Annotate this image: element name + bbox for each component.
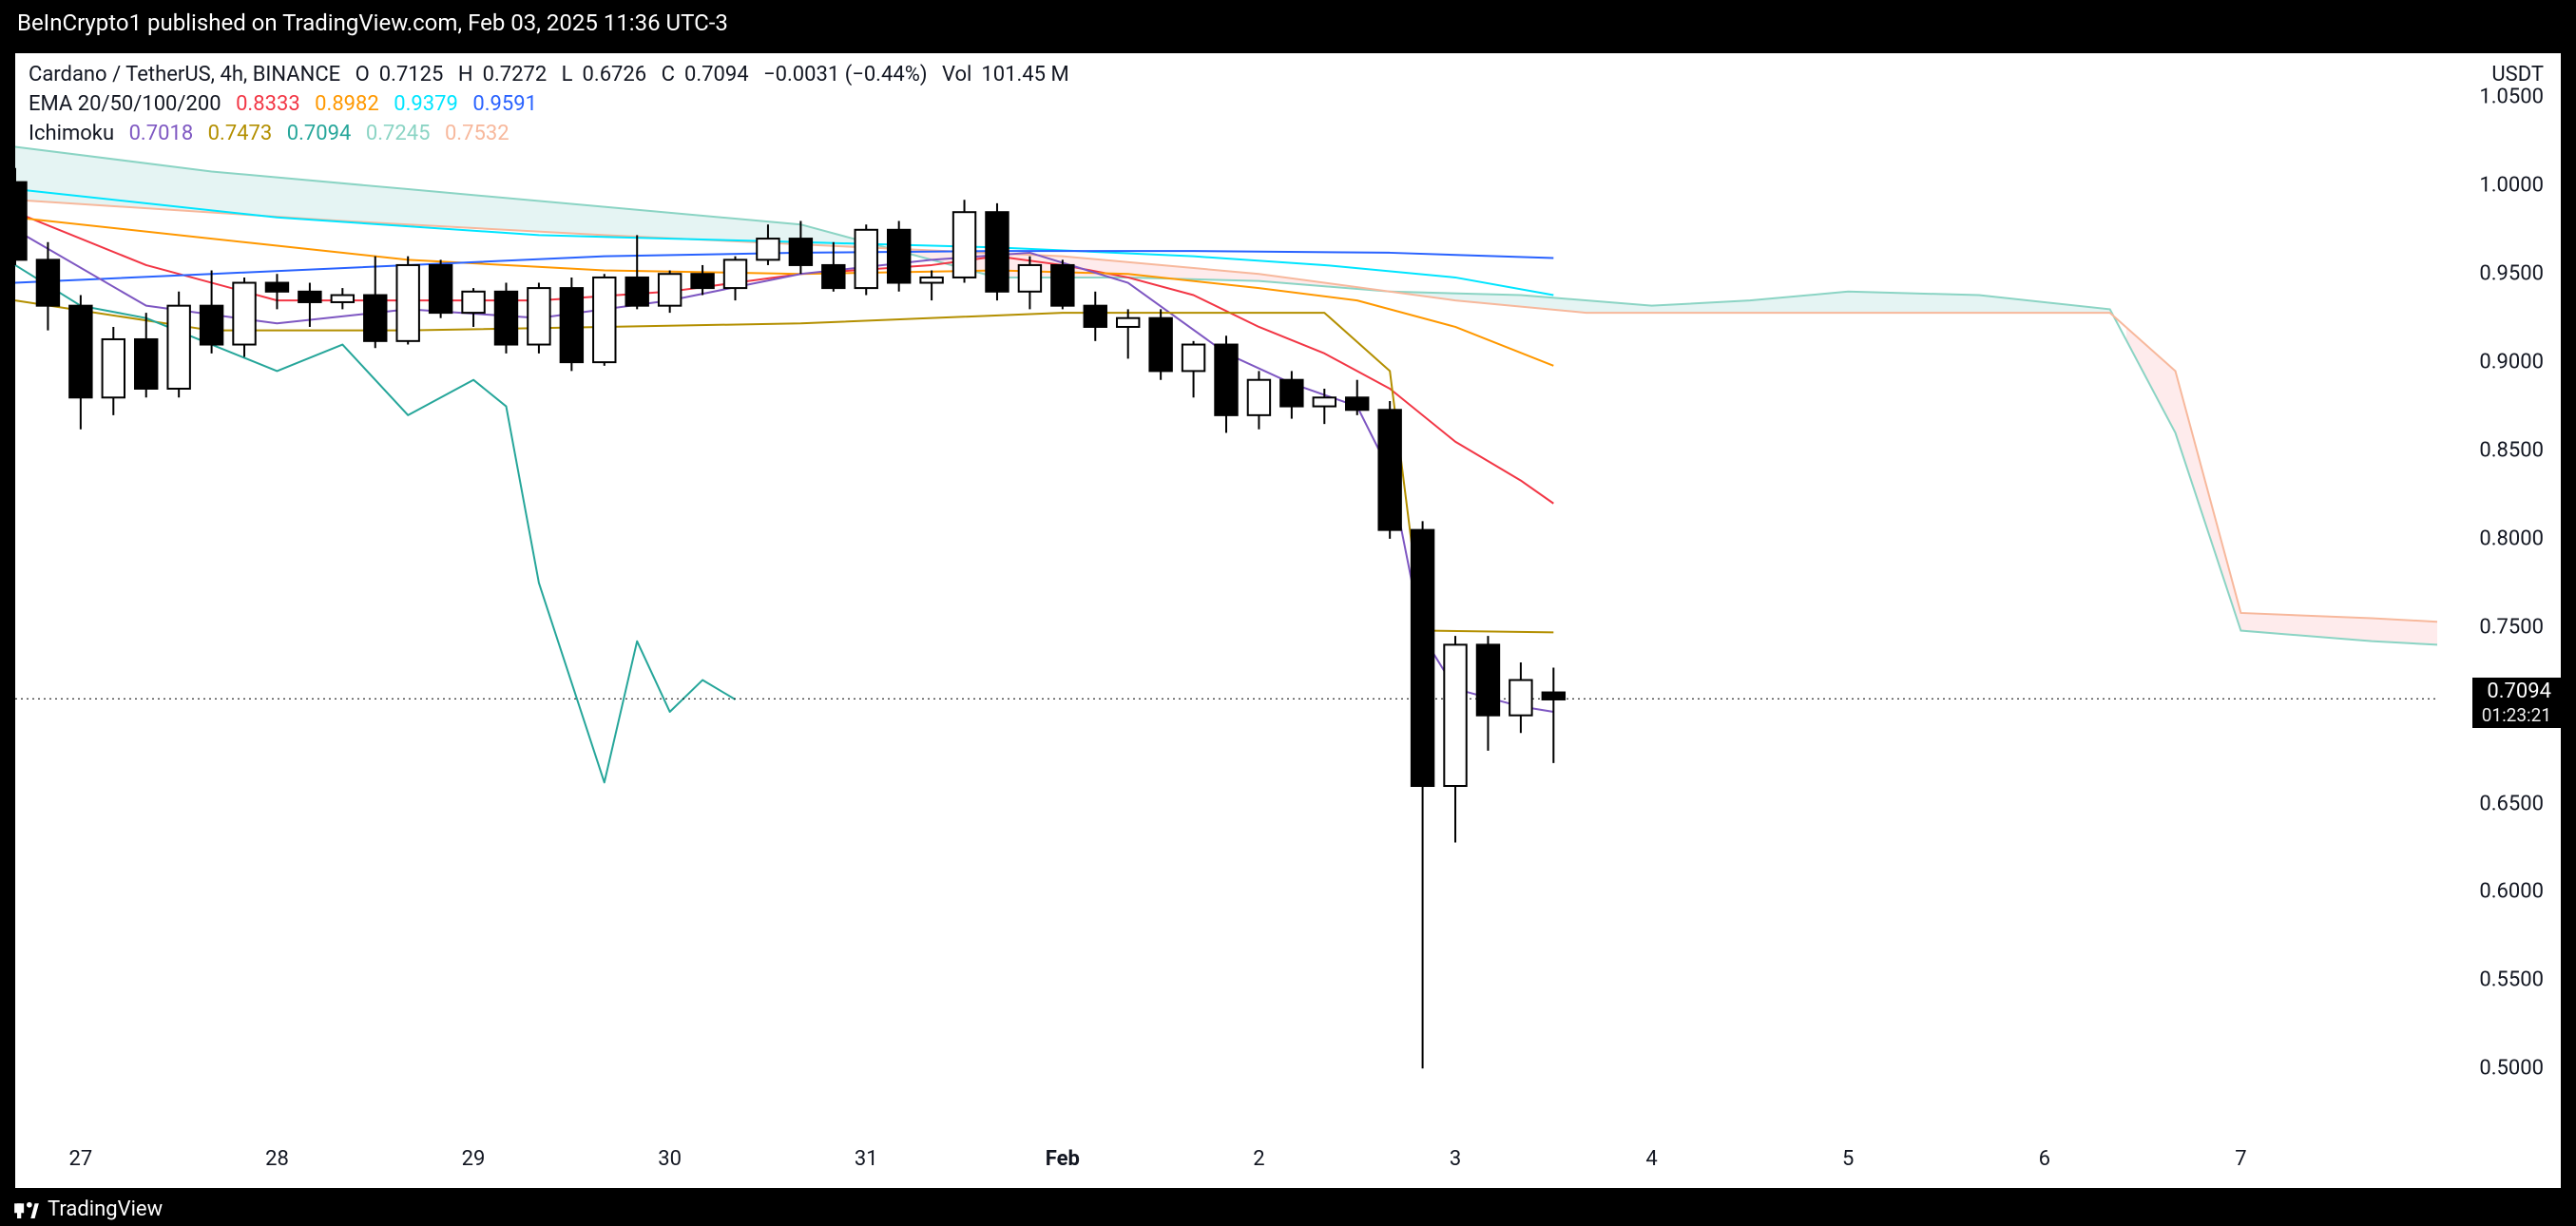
ytick: 0.8500 bbox=[2479, 439, 2544, 463]
xtick: 27 bbox=[68, 1147, 92, 1171]
xtick: 6 bbox=[2039, 1147, 2050, 1171]
ytick: 0.5000 bbox=[2479, 1057, 2544, 1081]
tradingview-icon bbox=[13, 1199, 40, 1218]
ytick: 0.6000 bbox=[2479, 880, 2544, 904]
xtick: 28 bbox=[265, 1147, 289, 1171]
brand-name: TradingView bbox=[48, 1197, 163, 1221]
ytick: 0.5500 bbox=[2479, 968, 2544, 992]
xtick: 2 bbox=[1253, 1147, 1264, 1171]
ytick: 1.0500 bbox=[2479, 86, 2544, 109]
xtick: 7 bbox=[2235, 1147, 2246, 1171]
ytick: 0.9000 bbox=[2479, 351, 2544, 374]
xtick: Feb bbox=[1046, 1147, 1080, 1171]
xtick: 4 bbox=[1645, 1147, 1657, 1171]
last-price-tag: 0.7094 01:23:21 bbox=[2472, 678, 2561, 728]
plot-svg bbox=[15, 53, 2437, 1121]
last-price-value: 0.7094 bbox=[2482, 680, 2551, 704]
bar-countdown: 01:23:21 bbox=[2482, 705, 2551, 727]
publish-header-text: BeInCrypto1 published on TradingView.com… bbox=[17, 10, 728, 36]
xtick: 30 bbox=[658, 1147, 682, 1171]
chart-container[interactable]: Cardano / TetherUS, 4h, BINANCE O0.7125 … bbox=[11, 49, 2565, 1192]
plot-area[interactable] bbox=[15, 53, 2437, 1121]
ytick: 0.7500 bbox=[2479, 615, 2544, 639]
ytick: 0.6500 bbox=[2479, 792, 2544, 815]
chart-frame: BeInCrypto1 published on TradingView.com… bbox=[0, 0, 2576, 1226]
xtick: 5 bbox=[1842, 1147, 1854, 1171]
ytick: 0.9500 bbox=[2479, 262, 2544, 286]
xtick: 29 bbox=[462, 1147, 486, 1171]
xtick: 31 bbox=[855, 1147, 878, 1171]
ytick: 0.8000 bbox=[2479, 527, 2544, 550]
brand-footer: TradingView bbox=[0, 1192, 2576, 1226]
ytick: 1.0000 bbox=[2479, 174, 2544, 198]
yaxis-currency: USDT bbox=[2491, 63, 2544, 86]
xtick: 3 bbox=[1450, 1147, 1461, 1171]
publish-header: BeInCrypto1 published on TradingView.com… bbox=[0, 0, 2576, 46]
